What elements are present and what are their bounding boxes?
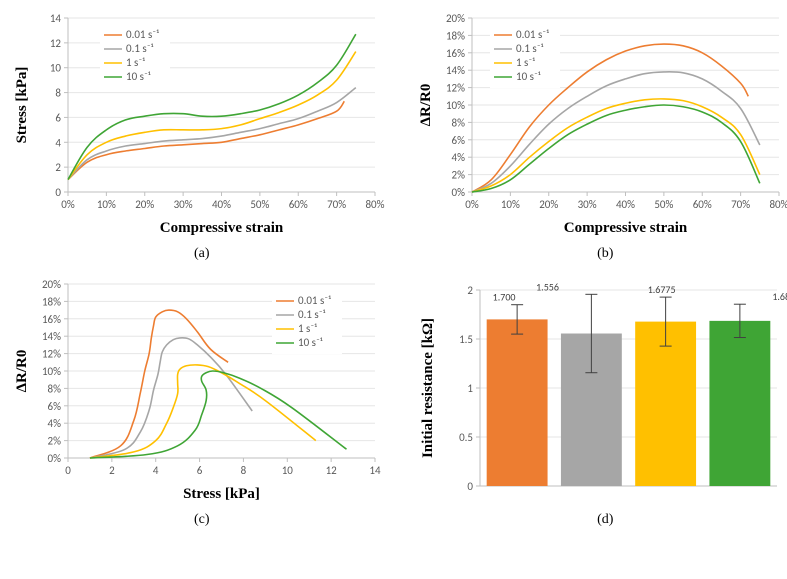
svg-text:0.1 s⁻¹: 0.1 s⁻¹ [298,308,326,321]
svg-text:Compressive strain: Compressive strain [160,220,284,236]
svg-text:50%: 50% [250,198,269,211]
svg-text:1: 1 [467,382,473,395]
sublabel-b: (b) [414,246,787,262]
panel-d: 0 0.5 1 1.5 2 1.700 1.556 1.6775 1.685 Initial re… [414,276,787,506]
svg-text:ΔR/R0: ΔR/R0 [418,84,434,127]
svg-text:Stress [kPa]: Stress [kPa] [14,67,30,144]
svg-text:20%: 20% [135,198,154,211]
svg-text:14: 14 [50,12,62,25]
svg-text:40%: 40% [212,198,231,211]
svg-text:10 s⁻¹: 10 s⁻¹ [516,70,541,83]
svg-text:80%: 80% [769,198,787,211]
svg-text:4%: 4% [451,151,465,164]
svg-text:20%: 20% [42,278,61,291]
svg-text:8: 8 [55,87,61,100]
svg-text:18%: 18% [42,295,61,308]
svg-text:10%: 10% [500,198,519,211]
svg-text:0.5: 0.5 [459,431,473,444]
svg-text:0.1 s⁻¹: 0.1 s⁻¹ [126,42,154,55]
svg-text:12%: 12% [42,348,61,361]
svg-text:0: 0 [65,464,71,477]
svg-text:14: 14 [369,464,381,477]
svg-text:0%: 0% [61,198,75,211]
svg-text:2%: 2% [48,435,62,448]
svg-text:8%: 8% [451,116,465,129]
svg-text:12%: 12% [445,82,464,95]
svg-text:Compressive strain: Compressive strain [563,220,687,236]
sublabel-c: (c) [10,512,394,528]
svg-text:1.700: 1.700 [492,291,515,304]
svg-text:80%: 80% [365,198,384,211]
svg-text:Initial resistance [kΩ]: Initial resistance [kΩ] [420,318,436,458]
svg-text:8%: 8% [48,382,62,395]
svg-text:6%: 6% [48,400,62,413]
svg-text:16%: 16% [42,313,61,326]
panel-c: 0% 2% 4% 6% 8% 10% 12% 14% 16% 18% 20% 0 2 4 6 8 10 12 14 S… [10,276,394,506]
svg-text:1 s⁻¹: 1 s⁻¹ [516,56,535,69]
svg-text:10%: 10% [42,365,61,378]
svg-text:2%: 2% [451,169,465,182]
svg-text:0%: 0% [451,186,465,199]
svg-text:4%: 4% [48,417,62,430]
svg-text:0: 0 [467,480,473,493]
svg-text:1.6775: 1.6775 [647,283,675,296]
svg-text:20%: 20% [539,198,558,211]
sublabel-a: (a) [10,246,394,262]
svg-text:10%: 10% [445,99,464,112]
svg-text:2: 2 [467,284,473,297]
panel-b: 0% 2% 4% 6% 8% 10% 12% 14% 16% 18% 20% 0% 10% 20% 30% 4… [414,10,787,240]
svg-text:30%: 30% [174,198,193,211]
svg-text:60%: 60% [289,198,308,211]
svg-text:0%: 0% [465,198,479,211]
svg-text:0.1 s⁻¹: 0.1 s⁻¹ [516,42,544,55]
svg-text:10%: 10% [97,198,116,211]
svg-text:70%: 70% [327,198,346,211]
svg-text:4: 4 [153,464,159,477]
svg-text:10 s⁻¹: 10 s⁻¹ [126,70,151,83]
svg-text:10: 10 [50,62,62,75]
svg-text:6: 6 [55,111,61,124]
svg-text:10: 10 [282,464,294,477]
svg-text:14%: 14% [445,64,464,77]
svg-text:12: 12 [326,464,338,477]
svg-text:50%: 50% [654,198,673,211]
svg-text:2: 2 [55,161,61,174]
svg-text:0.01 s⁻¹: 0.01 s⁻¹ [298,294,331,307]
svg-text:Stress [kPa]: Stress [kPa] [183,486,260,502]
svg-text:0.01 s⁻¹: 0.01 s⁻¹ [516,28,549,41]
svg-text:6%: 6% [451,134,465,147]
svg-text:1.685: 1.685 [772,290,787,303]
svg-text:1.5: 1.5 [459,333,473,346]
svg-text:14%: 14% [42,330,61,343]
chart-grid: 024681012140%10%20%30%40%50%60%70%80%Com… [10,10,787,538]
svg-text:4: 4 [55,136,61,149]
panel-a: 024681012140%10%20%30%40%50%60%70%80%Com… [10,10,394,240]
svg-text:6: 6 [197,464,203,477]
svg-text:0.01 s⁻¹: 0.01 s⁻¹ [126,28,159,41]
svg-text:1.556: 1.556 [536,280,559,293]
svg-text:ΔR/R0: ΔR/R0 [14,350,30,393]
svg-text:70%: 70% [731,198,750,211]
svg-text:60%: 60% [692,198,711,211]
svg-text:40%: 40% [615,198,634,211]
svg-text:18%: 18% [445,29,464,42]
svg-text:2: 2 [109,464,115,477]
svg-text:20%: 20% [445,12,464,25]
svg-text:10 s⁻¹: 10 s⁻¹ [298,336,323,349]
svg-text:0%: 0% [48,452,62,465]
svg-text:1 s⁻¹: 1 s⁻¹ [126,56,145,69]
svg-text:8: 8 [241,464,247,477]
svg-text:16%: 16% [445,47,464,60]
svg-text:1 s⁻¹: 1 s⁻¹ [298,322,317,335]
sublabel-d: (d) [414,512,787,528]
svg-text:12: 12 [50,37,62,50]
svg-text:30%: 30% [577,198,596,211]
